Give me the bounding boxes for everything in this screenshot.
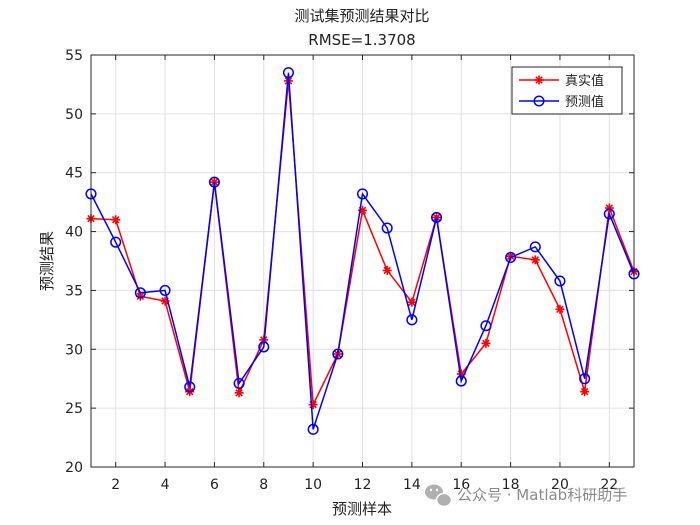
- y-tick-label: 40: [65, 225, 83, 241]
- data-point-circle: [430, 211, 443, 223]
- data-point-circle: [110, 236, 122, 248]
- x-tick-label: 2: [111, 477, 120, 493]
- data-point-asterisk: [481, 338, 491, 348]
- data-point-circle: [406, 314, 418, 326]
- x-tick-label: 14: [403, 477, 421, 493]
- x-tick-label: 10: [304, 477, 322, 493]
- x-tick-label: 18: [502, 477, 520, 493]
- x-axis-label: 预测样本: [332, 500, 392, 518]
- data-point-circle: [480, 320, 492, 332]
- data-point-asterisk: [111, 215, 121, 225]
- watermark: 公众号 · Matlab科研助手: [425, 484, 627, 508]
- chart-title: 测试集预测结果对比: [294, 7, 429, 25]
- data-point-circle: [381, 222, 393, 234]
- data-point-asterisk: [382, 265, 392, 275]
- data-point-circle: [307, 423, 319, 435]
- wechat-icon: [425, 484, 453, 508]
- x-tick-label: 20: [551, 477, 569, 493]
- data-point-circle: [159, 284, 171, 296]
- data-point-circle: [184, 381, 196, 393]
- legend-marker: [533, 95, 545, 107]
- y-tick-label: 45: [65, 166, 83, 182]
- data-point-asterisk: [308, 400, 318, 410]
- x-tick-label: 12: [354, 477, 372, 493]
- y-tick-label: 30: [65, 342, 83, 358]
- x-tick-label: 4: [161, 477, 170, 493]
- legend-label: 预测值: [565, 94, 604, 110]
- data-point-circle: [529, 241, 541, 253]
- data-point-asterisk: [555, 304, 565, 314]
- y-tick-label: 50: [65, 107, 83, 123]
- legend-label: 真实值: [565, 73, 604, 89]
- y-axis-label: 预测结果: [38, 231, 56, 291]
- chart-subtitle: RMSE=1.3708: [308, 31, 415, 49]
- data-point-circle: [455, 375, 467, 387]
- y-tick-label: 35: [65, 283, 83, 299]
- series-layer: [85, 67, 640, 435]
- data-point-circle: [233, 377, 245, 389]
- data-point-circle: [505, 251, 517, 264]
- data-point-circle: [554, 275, 566, 287]
- x-tick-label: 22: [600, 477, 618, 493]
- data-point-asterisk: [530, 255, 540, 265]
- axis-ticks: 2 4 6 8 10 12 14 16 18 20 22 20 25 30 35 40 45 50 55: [65, 48, 634, 493]
- y-tick-label: 25: [65, 401, 83, 417]
- y-tick-label: 20: [65, 460, 83, 476]
- data-point-asterisk: [234, 388, 244, 398]
- series-line: [90, 72, 635, 430]
- legend-marker: [534, 75, 544, 85]
- data-point-circle: [356, 188, 369, 200]
- legend-entry: 预测值: [519, 94, 604, 110]
- series-2: [85, 67, 640, 435]
- data-point-asterisk: [407, 297, 417, 307]
- data-point-circle: [603, 208, 615, 220]
- legend-entry: 真实值: [519, 73, 604, 89]
- data-point-circle: [579, 373, 591, 385]
- data-point-circle: [332, 348, 344, 360]
- x-tick-label: 16: [452, 477, 470, 493]
- data-point-circle: [282, 67, 295, 79]
- x-tick-label: 6: [210, 477, 219, 493]
- data-point-asterisk: [580, 387, 590, 397]
- y-tick-label: 55: [65, 48, 83, 64]
- data-point-circle: [134, 287, 146, 299]
- data-point-circle: [208, 176, 220, 188]
- watermark-text: 公众号 · Matlab科研助手: [457, 486, 627, 504]
- data-point-circle: [258, 341, 270, 353]
- x-tick-label: 8: [259, 477, 268, 493]
- legend-box: [511, 66, 623, 115]
